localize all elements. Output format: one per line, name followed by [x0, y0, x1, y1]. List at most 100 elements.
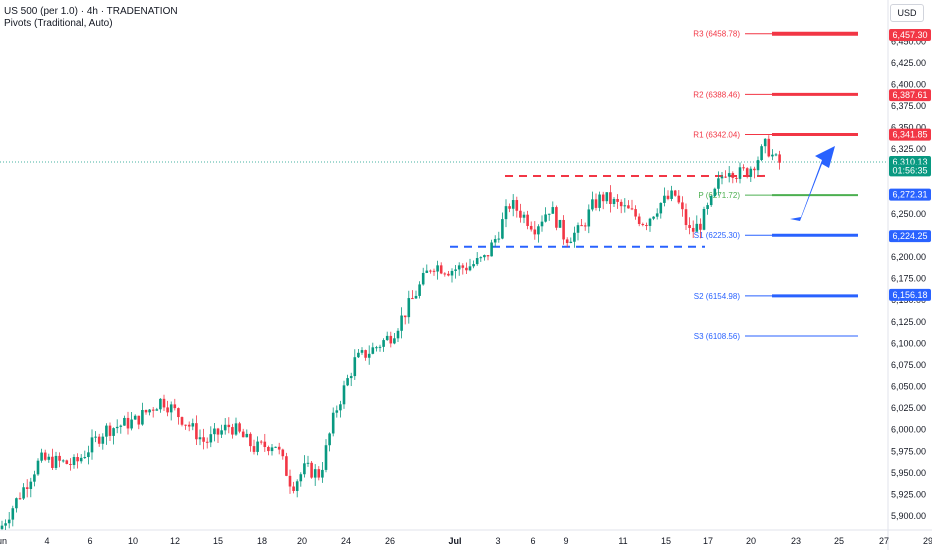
- candle-body: [112, 428, 115, 436]
- candle-body: [443, 273, 447, 275]
- candle-body: [299, 474, 303, 482]
- candle-body: [335, 410, 339, 413]
- price-tag-label: 6,310.13: [892, 157, 927, 167]
- y-tick-label: 6,050.00: [891, 382, 926, 392]
- candle-body: [256, 441, 259, 452]
- price-tag-label: 6,156.18: [892, 290, 927, 300]
- candle-body: [324, 445, 328, 470]
- candle-body: [202, 437, 205, 442]
- y-tick-label: 6,450.00: [891, 36, 926, 46]
- candle-body: [537, 226, 540, 235]
- candle-body: [713, 188, 717, 197]
- candle-body: [414, 295, 418, 299]
- pivot-label-p: P (6271.72): [698, 191, 740, 200]
- y-tick-label: 5,975.00: [891, 446, 926, 456]
- candle-body: [490, 242, 493, 257]
- candle-body: [511, 200, 515, 209]
- candle-body: [231, 427, 234, 435]
- candle-body: [11, 508, 15, 520]
- candle-body: [22, 487, 25, 499]
- candle-body: [364, 350, 367, 358]
- candle-body: [558, 219, 562, 228]
- candle-body: [468, 266, 472, 271]
- candle-body: [522, 214, 526, 218]
- candle-body: [684, 209, 688, 226]
- candle-body: [223, 424, 227, 431]
- candle-body: [760, 146, 763, 161]
- chart-legend: US 500 (per 1.0) · 4h · TRADENATION Pivo…: [4, 6, 178, 30]
- x-tick-label: 11: [618, 536, 627, 546]
- candle-body: [321, 469, 324, 478]
- candle-body: [249, 433, 252, 447]
- candle-body: [141, 410, 144, 425]
- candle-body: [627, 205, 630, 209]
- candle-body: [504, 206, 508, 220]
- candle-body: [699, 223, 702, 230]
- candle-body: [749, 168, 753, 177]
- candle-body: [151, 409, 155, 411]
- candle-body: [252, 446, 256, 452]
- price-tag-label: 6,457.30: [892, 30, 927, 40]
- y-tick-label: 6,125.00: [891, 317, 926, 327]
- candle-body: [65, 460, 69, 464]
- candle-body: [461, 265, 465, 268]
- candle-body: [378, 346, 382, 348]
- price-tag-bg: [889, 188, 931, 201]
- candle-body: [245, 433, 249, 438]
- symbol-title[interactable]: US 500 (per 1.0) · 4h · TRADENATION: [4, 6, 178, 17]
- y-tick-label: 6,000.00: [891, 425, 926, 435]
- candle-body: [497, 238, 501, 240]
- candle-body: [720, 176, 724, 179]
- candle-body: [508, 206, 511, 209]
- candle-body: [267, 447, 270, 452]
- candle-body: [105, 425, 108, 437]
- candle-body: [623, 205, 627, 207]
- candle-body: [371, 347, 375, 354]
- candle-body: [357, 352, 360, 358]
- candle-body: [162, 398, 166, 408]
- candle-body: [166, 407, 169, 413]
- candle-body: [533, 229, 537, 235]
- candle-body: [544, 214, 547, 222]
- price-tag-label: 6,387.61: [892, 90, 927, 100]
- candle-body: [94, 436, 97, 438]
- candle-body: [670, 190, 673, 199]
- y-tick-label: 6,350.00: [891, 123, 926, 133]
- price-tag-bg: [889, 288, 931, 301]
- x-tick-label: Jul: [448, 536, 461, 546]
- candle-body: [439, 265, 443, 274]
- candle-body: [652, 216, 655, 219]
- candle-body: [331, 412, 335, 434]
- x-tick-label: 4: [44, 536, 49, 546]
- candle-body: [288, 475, 292, 487]
- candle-body: [126, 417, 130, 429]
- candle-body: [205, 441, 209, 443]
- candle-body: [346, 378, 349, 386]
- pivot-label-s1: S1 (6225.30): [694, 231, 741, 240]
- currency-button[interactable]: USD: [890, 4, 924, 22]
- candle-body: [353, 357, 357, 377]
- indicator-title[interactable]: Pivots (Traditional, Auto): [4, 18, 113, 29]
- candle-body: [447, 273, 450, 276]
- x-tick-label: 23: [791, 536, 801, 546]
- candle-body: [15, 498, 18, 509]
- candle-body: [339, 404, 342, 411]
- candle-body: [58, 455, 61, 461]
- candle-body: [648, 218, 652, 226]
- x-tick-label: 3: [495, 536, 500, 546]
- y-tick-label: 6,175.00: [891, 274, 926, 284]
- candle-body: [227, 424, 231, 428]
- pivot-label-r3: R3 (6458.78): [693, 30, 740, 39]
- price-tag-bg: [889, 29, 931, 41]
- candle-body: [540, 221, 544, 227]
- candle-body: [238, 423, 241, 432]
- candle-body: [645, 225, 648, 227]
- candle-body: [360, 350, 364, 353]
- candle-body: [515, 200, 519, 211]
- x-tick-label: 10: [128, 536, 138, 546]
- price-tag-label: 6,272.31: [892, 190, 927, 200]
- candle-body: [0, 525, 4, 529]
- price-tag-bg: [889, 128, 931, 141]
- candle-body: [187, 424, 191, 427]
